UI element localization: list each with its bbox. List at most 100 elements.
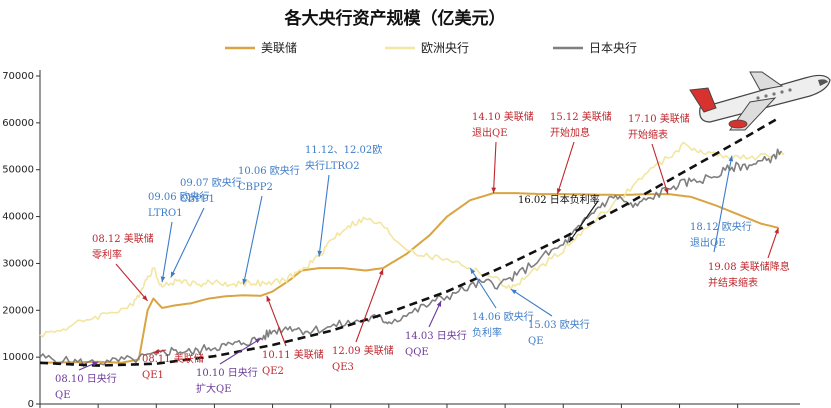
annotation-text: 11.12、12.02欧 xyxy=(305,144,382,156)
annotation-text: 央行LTRO2 xyxy=(305,159,360,172)
annotation-arrow xyxy=(266,295,287,347)
annotation-text: 零利率 xyxy=(92,248,122,261)
annotation: 10.06 欧央行 CBPP2 xyxy=(238,164,300,285)
annotation-text: 10.06 欧央行 xyxy=(238,164,300,177)
annotation-text: QE3 xyxy=(332,362,354,373)
annotation-arrow xyxy=(115,263,148,302)
annotation-text: 19.08 美联储降息 xyxy=(708,260,790,273)
annotation: 09.07 欧央行 CBPP1 xyxy=(170,176,242,278)
legend-label: 欧洲央行 xyxy=(421,41,469,55)
annotation-text: 10.10 日央行 xyxy=(196,366,258,379)
annotation-text: 15.12 美联储 xyxy=(550,110,612,123)
annotation-arrowhead xyxy=(774,227,779,234)
annotation-arrow xyxy=(161,221,173,283)
annotation-text: 并结束缩表 xyxy=(708,276,758,289)
series-line-2 xyxy=(39,141,785,338)
annotation-text: 15.03 欧央行 xyxy=(528,318,590,331)
annotation-text: 17.10 美联储 xyxy=(628,112,690,125)
annotation-text: QQE xyxy=(405,347,429,358)
legend: 美联储 欧洲央行 日本央行 xyxy=(225,40,637,55)
annotation: 08.10 日央行 QE xyxy=(55,361,117,401)
annotation-arrowhead xyxy=(266,295,271,302)
chart-title: 各大央行资产规模（亿美元） xyxy=(284,8,506,29)
annotation-text: 14.06 欧央行 xyxy=(472,310,534,323)
annotation-text: 退出QE xyxy=(472,126,508,139)
annotation: 12.09 美联储 QE3 xyxy=(332,268,394,373)
trend-line xyxy=(39,117,780,367)
annotation-arrowhead xyxy=(491,187,497,194)
annotation-arrowhead xyxy=(160,276,166,283)
annotation-text: 14.10 美联储 xyxy=(472,110,534,123)
y-tick-label: 40000 xyxy=(2,212,34,223)
annotation-text: 退出QE xyxy=(690,236,726,249)
legend-label: 日本央行 xyxy=(589,41,637,55)
annotation-arrow xyxy=(568,200,599,243)
annotation-text: 08.12 美联储 xyxy=(92,232,154,245)
annotation-arrow xyxy=(170,207,205,278)
annotation: 15.03 欧央行 QE xyxy=(510,288,590,347)
annotation-arrowhead xyxy=(728,155,734,162)
annotation-arrow xyxy=(318,174,330,257)
annotation-text: CBPP2 xyxy=(238,182,273,193)
annotation-text: 18.12 欧央行 xyxy=(690,220,752,233)
annotation-arrowhead xyxy=(378,269,384,276)
annotation-arrowhead xyxy=(664,188,669,195)
annotation-arrowhead xyxy=(436,300,442,307)
annotation-arrow xyxy=(556,141,575,195)
legend-label: 美联储 xyxy=(261,40,297,55)
annotation-arrowhead xyxy=(510,289,517,295)
annotation-arrowhead xyxy=(142,295,148,301)
annotation: 09.06 欧央行 LTRO1 xyxy=(148,190,210,283)
annotation-arrow xyxy=(469,267,497,309)
y-tick-label: 20000 xyxy=(2,305,34,316)
annotation-text: 16.02 日本负利率 xyxy=(518,193,600,206)
annotation-arrow xyxy=(651,143,669,195)
annotation-arrow xyxy=(713,155,733,253)
annotation-text: 开始加息 xyxy=(550,126,590,139)
axes: 0 10000 20000 30000 40000 50000 60000 70000 xyxy=(2,70,800,408)
y-tick-label: 0 xyxy=(28,399,34,408)
annotation-text: QE2 xyxy=(262,366,284,377)
annotation-arrowhead xyxy=(242,278,247,285)
annotation-arrowhead xyxy=(317,250,323,257)
y-tick-label: 60000 xyxy=(2,118,34,129)
annotation: 14.03 日央行 QQE xyxy=(405,300,467,358)
annotation-arrowhead xyxy=(569,236,575,243)
annotation: 10.11 美联储 QE2 xyxy=(262,295,324,377)
annotation-text: QE xyxy=(55,390,71,401)
annotation-arrow xyxy=(219,337,262,365)
annotation-text: 10.11 美联储 xyxy=(262,348,324,361)
annotation: 16.02 日本负利率 xyxy=(518,193,600,243)
annotation-text: QE xyxy=(528,336,544,347)
y-tick-label: 30000 xyxy=(2,258,34,269)
annotation-arrowhead xyxy=(153,349,160,354)
annotation-arrow xyxy=(510,288,553,317)
annotation-arrowhead xyxy=(556,188,562,195)
annotation-text: QE1 xyxy=(142,370,164,381)
annotation-text: 09.07 欧央行 xyxy=(180,176,242,189)
annotation-text: CBPP1 xyxy=(180,194,215,205)
annotation-text: 扩大QE xyxy=(196,382,232,395)
annotation-text: 负利率 xyxy=(472,326,502,339)
annotation-text: 开始缩表 xyxy=(628,128,668,141)
annotation-arrow xyxy=(242,195,263,285)
annotation-arrowhead xyxy=(170,271,176,278)
annotation-arrow xyxy=(492,141,497,194)
annotation-text: 08.10 日央行 xyxy=(55,372,117,385)
y-tick-label: 70000 xyxy=(2,71,34,82)
annotation-text: 08.11 美联储 xyxy=(142,352,204,365)
annotation-text: 09.06 欧央行 xyxy=(148,190,210,203)
annotation-text: LTRO1 xyxy=(148,208,183,219)
annotation-text: 12.09 美联储 xyxy=(332,344,394,357)
